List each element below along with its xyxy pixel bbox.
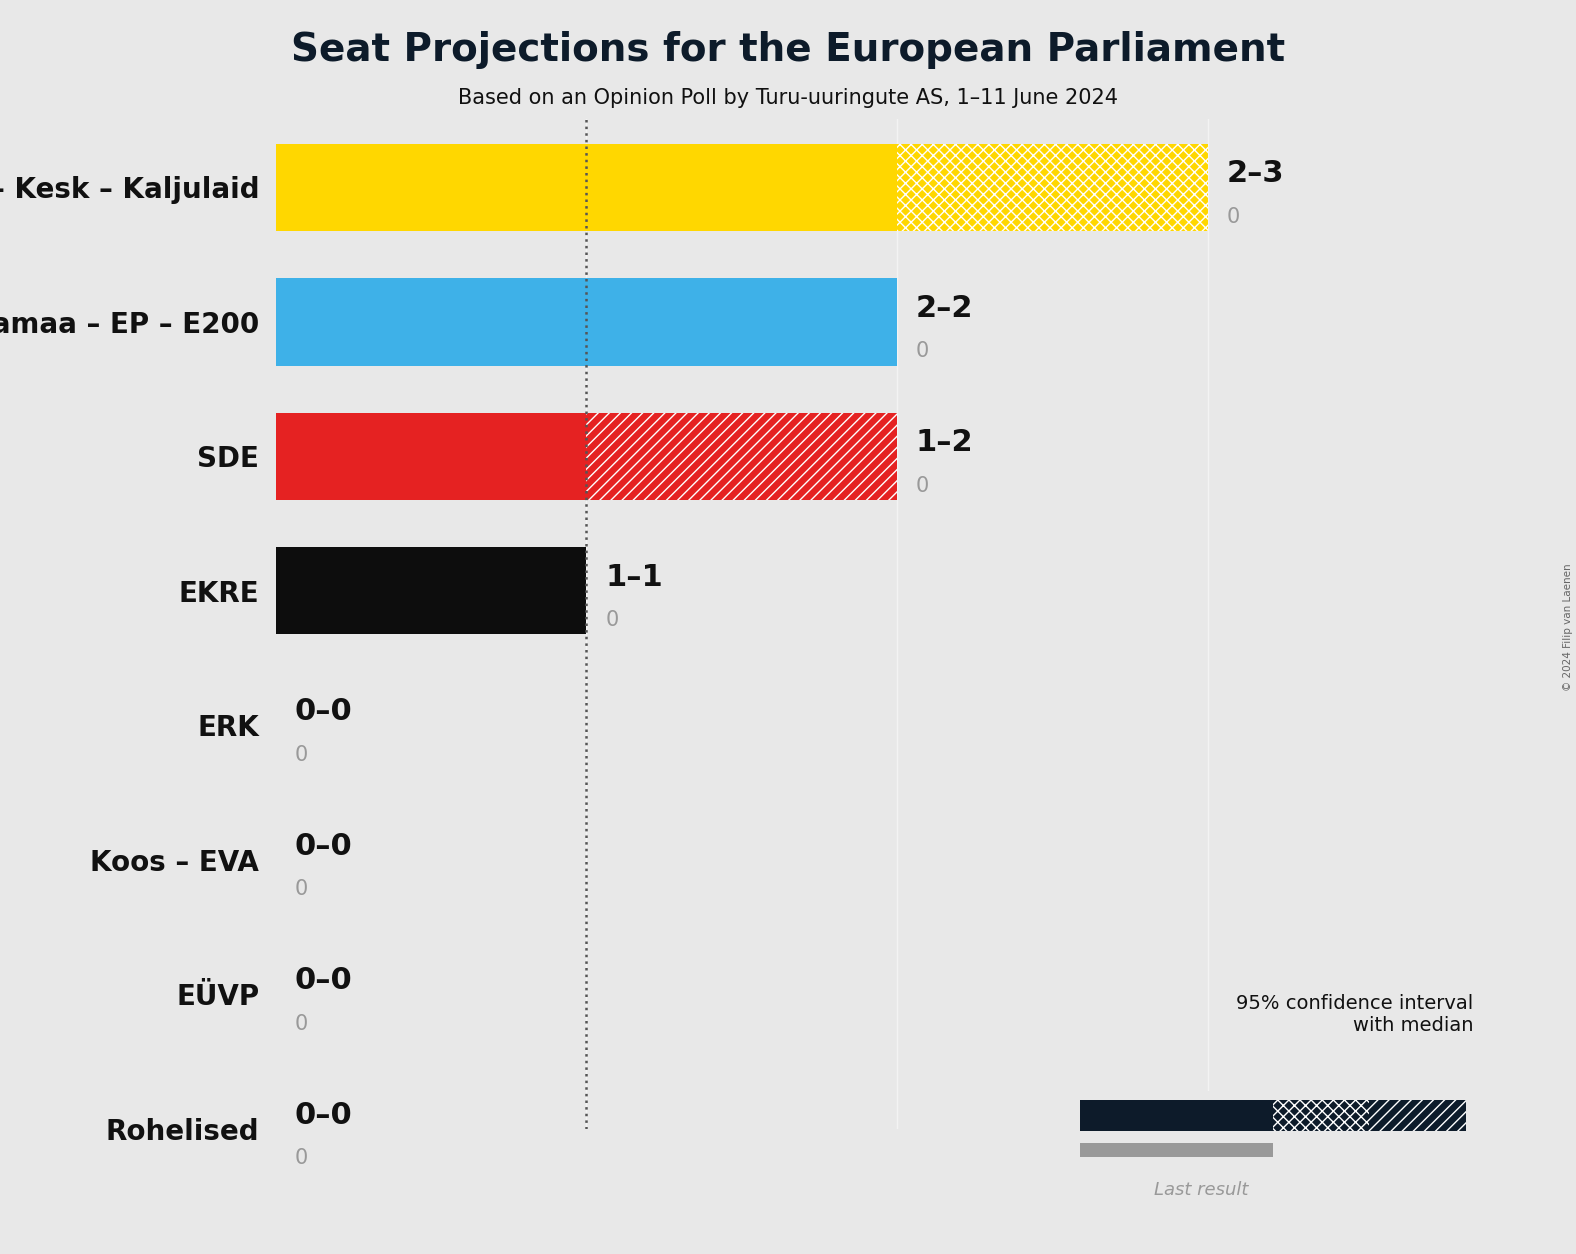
Bar (276, 547, 586, 635)
Text: © 2024 Filip van Laenen: © 2024 Filip van Laenen (1563, 563, 1573, 691)
Text: 2–3: 2–3 (1226, 159, 1284, 188)
Text: 0: 0 (295, 1149, 307, 1169)
Bar (1080, 1100, 1273, 1131)
Text: 0–0: 0–0 (295, 966, 351, 996)
Bar (897, 144, 1207, 231)
Text: 0: 0 (916, 475, 930, 495)
Text: Last result: Last result (1154, 1181, 1248, 1199)
Text: 0–0: 0–0 (295, 831, 351, 860)
Bar (1370, 1100, 1466, 1131)
Bar (276, 278, 897, 365)
Text: 1–1: 1–1 (605, 563, 663, 592)
Bar (586, 413, 897, 500)
Text: 0: 0 (295, 745, 307, 765)
Bar (1080, 1142, 1273, 1156)
Text: Seat Projections for the European Parliament: Seat Projections for the European Parlia… (292, 31, 1284, 69)
Text: 2–2: 2–2 (916, 293, 974, 322)
Text: Based on an Opinion Poll by Turu-uuringute AS, 1–11 June 2024: Based on an Opinion Poll by Turu-uuringu… (459, 88, 1117, 108)
Text: 0: 0 (916, 341, 930, 361)
Text: 0: 0 (605, 611, 618, 631)
Text: 0–0: 0–0 (295, 697, 351, 726)
Bar (276, 144, 897, 231)
Text: 95% confidence interval
with median: 95% confidence interval with median (1236, 993, 1474, 1035)
Text: 0: 0 (295, 879, 307, 899)
Bar (276, 413, 586, 500)
Text: 0: 0 (1226, 207, 1240, 227)
Text: 1–2: 1–2 (916, 429, 974, 458)
Bar (1273, 1100, 1370, 1131)
Text: 0–0: 0–0 (295, 1101, 351, 1130)
Text: 0: 0 (295, 1013, 307, 1033)
